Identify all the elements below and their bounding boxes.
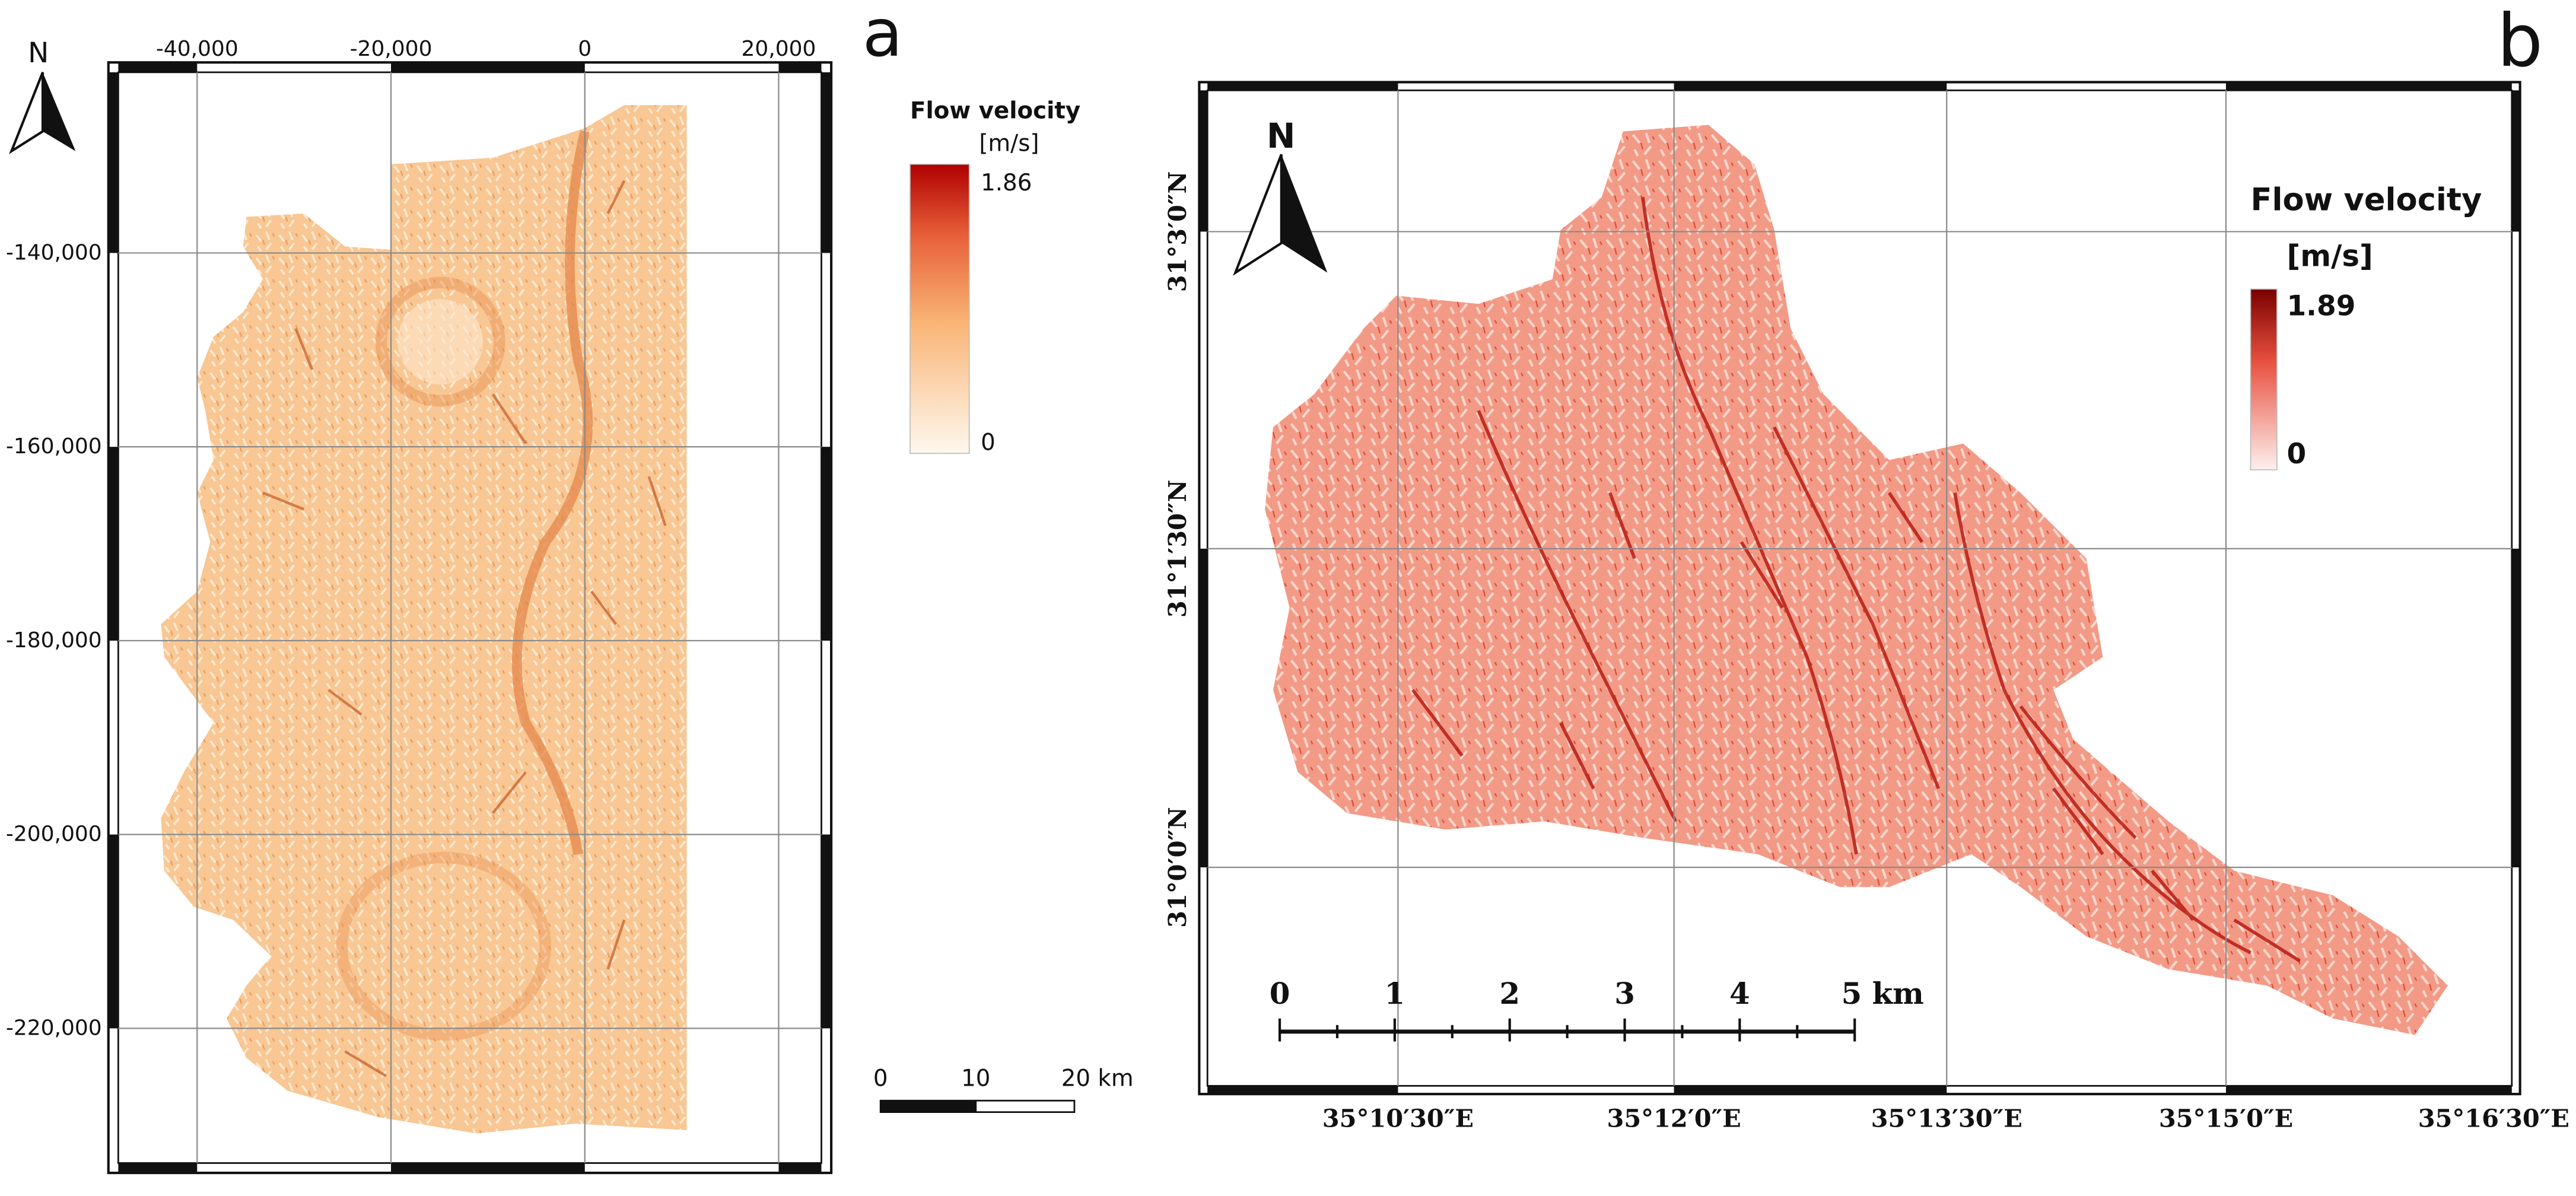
legend-a-title: Flow velocity (910, 97, 1080, 124)
legend-b: Flow velocity [m/s] 1.89 0 (2250, 182, 2482, 470)
scale-b-label: 4 (1729, 976, 1750, 1011)
lon-tick-label: 35°13′30″E (1871, 1104, 2022, 1133)
map-b-lon-ticks: 35°10′30″E 35°12′0″E 35°13′30″E 35°15′0″… (1322, 1104, 2569, 1133)
legend-b-max: 1.89 (2286, 290, 2355, 323)
legend-a-min: 0 (981, 430, 996, 456)
y-tick-label: -160,000 (6, 434, 102, 459)
map-a-channels (262, 130, 667, 1077)
north-arrow-icon: N (9, 37, 76, 154)
scale-b-label: 0 (1270, 976, 1290, 1011)
panel-a: a N (6, 0, 1134, 1175)
map-b-lat-ticks: 31°3′0″N 31°1′30″N 31°0′0″N (1163, 171, 1192, 928)
x-tick-label: 0 (578, 37, 591, 61)
scale-a-label: 20 km (1061, 1065, 1134, 1092)
lon-tick-label: 35°15′0″E (2159, 1104, 2293, 1133)
panel-b: b (1163, 0, 2569, 1133)
panel-a-label: a (863, 0, 903, 72)
legend-b-title: Flow velocity (2251, 182, 2482, 218)
x-tick-label: -40,000 (156, 37, 238, 61)
legend-a-unit: [m/s] (979, 131, 1039, 157)
y-tick-label: -140,000 (6, 241, 102, 265)
y-tick-label: -180,000 (6, 628, 102, 653)
y-tick-label: -220,000 (6, 1016, 102, 1040)
x-tick-label: 20,000 (742, 37, 816, 61)
map-b-flow-raster (1265, 125, 2448, 1035)
scale-b-label: 2 (1499, 976, 1520, 1011)
map-a-flow-raster (161, 105, 687, 1134)
scale-bar-b: 0 1 2 3 4 5 km (1270, 976, 1924, 1042)
lat-tick-label: 31°0′0″N (1163, 807, 1192, 928)
lon-tick-label: 35°10′30″E (1322, 1104, 1474, 1133)
lon-tick-label: 35°12′0″E (1607, 1104, 1741, 1133)
scale-b-label: 1 (1385, 976, 1405, 1011)
scale-a-label: 0 (873, 1065, 888, 1092)
legend-b-min: 0 (2286, 438, 2306, 470)
y-tick-label: -200,000 (6, 822, 102, 847)
north-arrow-label: N (1267, 116, 1296, 156)
legend-a-colorbar (909, 164, 970, 454)
map-a-grid (118, 72, 822, 1163)
lat-tick-label: 31°1′30″N (1163, 480, 1192, 618)
lat-tick-label: 31°3′0″N (1163, 171, 1192, 292)
map-b-grid (1207, 90, 2512, 1086)
map-a-y-ticks: -140,000 -160,000 -180,000 -200,000 -220… (6, 241, 102, 1041)
scale-b-label: 5 km (1842, 976, 1924, 1011)
legend-a: Flow velocity [m/s] 1.86 0 (909, 97, 1080, 456)
scale-b-label: 3 (1614, 976, 1635, 1011)
legend-b-colorbar (2250, 288, 2278, 470)
legend-a-max: 1.86 (981, 170, 1032, 196)
panel-b-label: b (2497, 0, 2543, 83)
scale-bar-a: 0 10 20 km (873, 1065, 1134, 1113)
north-arrow-label: N (28, 37, 49, 69)
map-a-x-ticks: -40,000 -20,000 0 20,000 (156, 37, 816, 61)
x-tick-label: -20,000 (350, 37, 432, 61)
lon-tick-label: 35°16′30″E (2418, 1104, 2569, 1133)
legend-b-unit: [m/s] (2286, 239, 2373, 273)
map-b-channels (1411, 196, 2301, 963)
scale-a-label: 10 (961, 1065, 990, 1092)
